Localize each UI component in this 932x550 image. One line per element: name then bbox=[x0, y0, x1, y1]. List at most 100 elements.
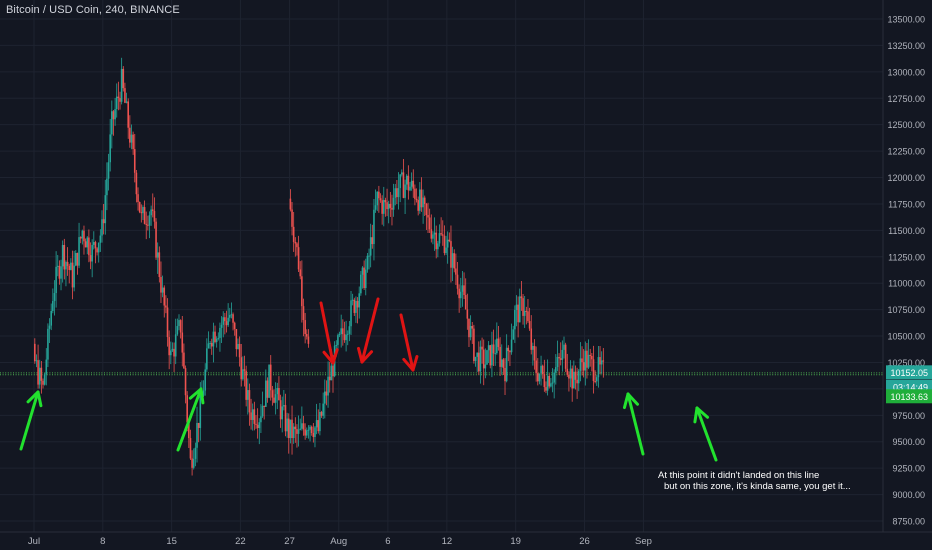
y-tick-label: 10250.00 bbox=[887, 358, 925, 368]
candle-body bbox=[586, 350, 588, 368]
candle-body bbox=[301, 423, 303, 429]
candle-body bbox=[52, 301, 54, 311]
candle-body bbox=[315, 420, 318, 428]
candle-body bbox=[448, 239, 451, 242]
candle-body bbox=[271, 390, 274, 398]
candle-body bbox=[148, 215, 151, 226]
candle-body bbox=[340, 328, 342, 334]
candles bbox=[34, 57, 605, 476]
candle-body bbox=[364, 269, 367, 289]
x-tick-label: 8 bbox=[100, 536, 105, 547]
candle-body bbox=[281, 406, 284, 420]
candle-body bbox=[207, 343, 210, 349]
candle-body bbox=[238, 343, 241, 358]
candle-body bbox=[563, 344, 565, 350]
candle-body bbox=[366, 255, 369, 270]
candle-body bbox=[122, 68, 125, 89]
candle-body bbox=[451, 253, 454, 268]
candle-body bbox=[268, 364, 270, 398]
candle-body bbox=[273, 397, 275, 403]
candle-body bbox=[409, 186, 411, 191]
candle-body bbox=[294, 241, 297, 244]
candle-body bbox=[399, 174, 401, 189]
candle-body bbox=[114, 109, 116, 120]
candle-body bbox=[430, 229, 433, 239]
candle-body bbox=[132, 134, 134, 150]
candle-body bbox=[325, 391, 328, 396]
candle-body bbox=[510, 339, 513, 353]
x-tick-label: 27 bbox=[284, 536, 295, 547]
candle-body bbox=[304, 429, 306, 436]
candle-body bbox=[479, 346, 482, 372]
candle-body bbox=[129, 127, 131, 143]
candle-body bbox=[260, 416, 262, 423]
candle-body bbox=[376, 191, 379, 206]
candle-body bbox=[368, 255, 370, 257]
candle-body bbox=[500, 359, 503, 367]
y-tick-label: 9000.00 bbox=[892, 490, 925, 500]
level-price-label: 10133.63 bbox=[886, 389, 932, 404]
y-tick-label: 11750.00 bbox=[888, 199, 925, 209]
candle-body bbox=[394, 188, 397, 198]
candle-body bbox=[469, 325, 472, 338]
candle-body bbox=[443, 235, 446, 254]
candle-body bbox=[83, 230, 85, 242]
candle-body bbox=[358, 293, 361, 308]
time-axis[interactable]: Jul 8 15 22 27 Aug 6 12 19 26 Sep bbox=[0, 531, 932, 547]
candle-body bbox=[489, 345, 492, 366]
candle-body bbox=[438, 233, 441, 244]
candle-body bbox=[414, 188, 416, 199]
candle-body bbox=[50, 310, 53, 326]
candle-body bbox=[522, 298, 524, 316]
candle-body bbox=[602, 360, 605, 362]
candle-body bbox=[538, 373, 541, 382]
candle-body bbox=[478, 352, 480, 372]
price-axis[interactable]: 8750.009000.009250.009500.009750.0010000… bbox=[882, 0, 925, 532]
candle-body bbox=[106, 178, 108, 196]
candle-body bbox=[481, 346, 483, 350]
candle-body bbox=[561, 349, 564, 360]
candle-body bbox=[255, 423, 257, 425]
candle-body bbox=[227, 317, 229, 326]
symbol-title[interactable]: Bitcoin / USD Coin, 240, BINANCE bbox=[6, 4, 180, 16]
candle-body bbox=[310, 426, 313, 434]
candle-body bbox=[279, 400, 282, 420]
candle-body bbox=[92, 242, 95, 245]
candle-body bbox=[250, 412, 252, 420]
candle-body bbox=[576, 379, 578, 384]
candle-body bbox=[599, 357, 601, 365]
candle-body bbox=[142, 207, 144, 214]
candle-body bbox=[166, 307, 169, 338]
candle-body bbox=[551, 382, 554, 384]
candle-body bbox=[165, 305, 167, 308]
candle-body bbox=[302, 423, 305, 430]
candle-body bbox=[433, 232, 436, 235]
candle-body bbox=[356, 300, 359, 308]
candle-body bbox=[228, 315, 231, 318]
candle-body bbox=[153, 210, 156, 222]
candle-body bbox=[99, 235, 102, 243]
candle-body bbox=[251, 409, 254, 420]
y-tick-label: 12750.00 bbox=[887, 94, 925, 104]
candle-body bbox=[587, 354, 590, 368]
y-tick-label: 11000.00 bbox=[888, 279, 925, 289]
candle-body bbox=[332, 365, 334, 377]
candle-body bbox=[247, 390, 249, 400]
candle-body bbox=[369, 237, 372, 256]
candle-body bbox=[437, 243, 439, 250]
candle-body bbox=[145, 223, 148, 225]
candle-body bbox=[104, 195, 107, 224]
candle-body bbox=[528, 321, 531, 329]
candle-body bbox=[296, 429, 298, 434]
candle-body bbox=[291, 209, 293, 227]
candle-body bbox=[463, 285, 465, 296]
candle-body bbox=[446, 239, 449, 248]
candle-body bbox=[569, 368, 572, 379]
candle-body bbox=[391, 207, 393, 210]
candle-body bbox=[184, 368, 187, 396]
candle-body bbox=[183, 352, 185, 369]
candle-body bbox=[181, 332, 184, 353]
annotation-arrows bbox=[19, 297, 718, 462]
